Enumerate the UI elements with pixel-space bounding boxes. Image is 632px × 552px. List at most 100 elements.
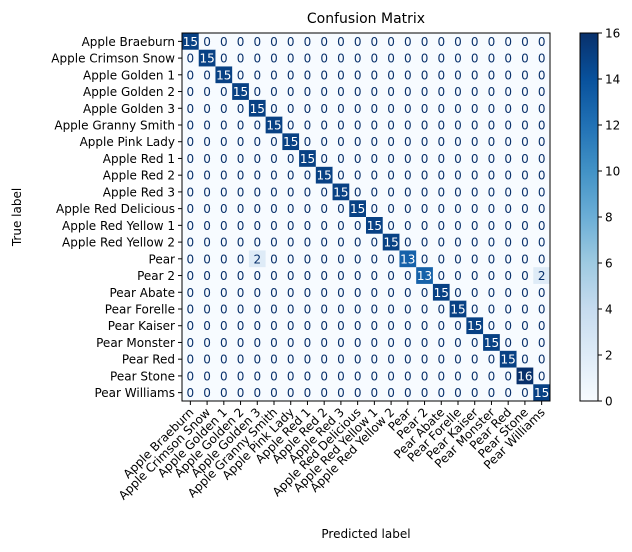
cell-value: 0: [253, 353, 261, 367]
cell-value: 0: [253, 85, 261, 99]
matrix-cell: [499, 250, 517, 268]
cell-value: 13: [400, 252, 415, 266]
matrix-cell: [483, 83, 501, 101]
matrix-cell: [516, 150, 534, 168]
cell-value: 0: [421, 85, 429, 99]
cell-value: 0: [421, 169, 429, 183]
matrix-cell: [215, 300, 233, 318]
cell-value: 0: [471, 303, 479, 317]
matrix-cell: [232, 267, 250, 285]
matrix-cell: [332, 116, 350, 134]
cell-value: 0: [504, 135, 512, 149]
cell-value: 0: [371, 319, 379, 333]
cell-value: 0: [521, 336, 529, 350]
cell-value: 0: [488, 185, 496, 199]
matrix-cell: [282, 300, 300, 318]
matrix-cell: [349, 183, 367, 201]
cell-value: 0: [504, 269, 512, 283]
matrix-cell: [215, 166, 233, 184]
matrix-cell: [483, 116, 501, 134]
cell-value: 0: [488, 303, 496, 317]
cell-value: 15: [467, 319, 482, 333]
cell-value: 0: [203, 68, 211, 82]
matrix-cell: [349, 334, 367, 352]
cell-value: 0: [287, 386, 295, 400]
matrix-cell: [282, 200, 300, 218]
matrix-cell: [332, 49, 350, 67]
matrix-cell: [516, 133, 534, 151]
cell-value: 0: [437, 185, 445, 199]
y-tick-label: Apple Golden 3: [83, 102, 175, 116]
matrix-cell: [533, 99, 551, 117]
matrix-cell: [366, 200, 384, 218]
matrix-cell: [315, 283, 333, 301]
cell-value: 15: [216, 68, 231, 82]
cell-value: 0: [220, 369, 228, 383]
matrix-cell: [198, 150, 216, 168]
matrix-cell: [299, 267, 317, 285]
cell-value: 0: [220, 119, 228, 133]
matrix-cell: [382, 183, 400, 201]
cell-value: 0: [504, 152, 512, 166]
matrix-cell: [399, 300, 417, 318]
cell-value: 0: [488, 269, 496, 283]
cell-value: 0: [504, 68, 512, 82]
matrix-cell: [332, 166, 350, 184]
matrix-cell: [282, 250, 300, 268]
cell-value: 0: [471, 369, 479, 383]
cell-value: 0: [320, 369, 328, 383]
cell-value: 0: [203, 336, 211, 350]
matrix-cell: [499, 300, 517, 318]
cell-value: 0: [471, 286, 479, 300]
cell-value: 0: [404, 85, 412, 99]
matrix-cell: [466, 133, 484, 151]
matrix-cell: [483, 33, 501, 51]
cell-value: 0: [504, 119, 512, 133]
cell-value: 0: [354, 303, 362, 317]
cell-value: 0: [337, 319, 345, 333]
matrix-cell: [449, 367, 467, 385]
cell-value: 0: [270, 185, 278, 199]
y-tick-label: Apple Red Delicious: [56, 202, 175, 216]
cell-value: 0: [270, 252, 278, 266]
matrix-cell: [349, 267, 367, 285]
matrix-cell: [382, 283, 400, 301]
cell-value: 0: [488, 202, 496, 216]
cell-value: 0: [187, 102, 195, 116]
matrix-cell: [466, 334, 484, 352]
matrix-cell: [265, 200, 283, 218]
cell-value: 0: [253, 185, 261, 199]
matrix-cell: [466, 283, 484, 301]
matrix-cell: [349, 350, 367, 368]
matrix-cell: [366, 300, 384, 318]
cell-value: 0: [187, 336, 195, 350]
matrix-cell: [382, 33, 400, 51]
matrix-cell: [248, 99, 266, 117]
matrix-cell: [432, 350, 450, 368]
cell-value: 0: [220, 185, 228, 199]
cell-value: 0: [253, 236, 261, 250]
cell-value: 0: [220, 135, 228, 149]
matrix-cell: [198, 183, 216, 201]
colorbar-tick-label: 0: [605, 395, 613, 409]
cell-value: 0: [471, 35, 479, 49]
matrix-cell: [232, 217, 250, 235]
matrix-cell: [416, 350, 434, 368]
cell-value: 0: [287, 336, 295, 350]
cell-value: 13: [417, 269, 432, 283]
cell-value: 0: [354, 269, 362, 283]
matrix-cell: [265, 166, 283, 184]
matrix-cell: [349, 33, 367, 51]
matrix-cell: [533, 384, 551, 402]
matrix-cell: [265, 250, 283, 268]
matrix-cell: [198, 300, 216, 318]
matrix-cell: [483, 200, 501, 218]
cell-value: 0: [304, 85, 312, 99]
matrix-cell: [516, 49, 534, 67]
matrix-cell: [382, 66, 400, 84]
matrix-cell: [366, 166, 384, 184]
matrix-cell: [332, 367, 350, 385]
cell-value: 0: [320, 319, 328, 333]
cell-value: 0: [220, 252, 228, 266]
cell-value: 0: [337, 152, 345, 166]
